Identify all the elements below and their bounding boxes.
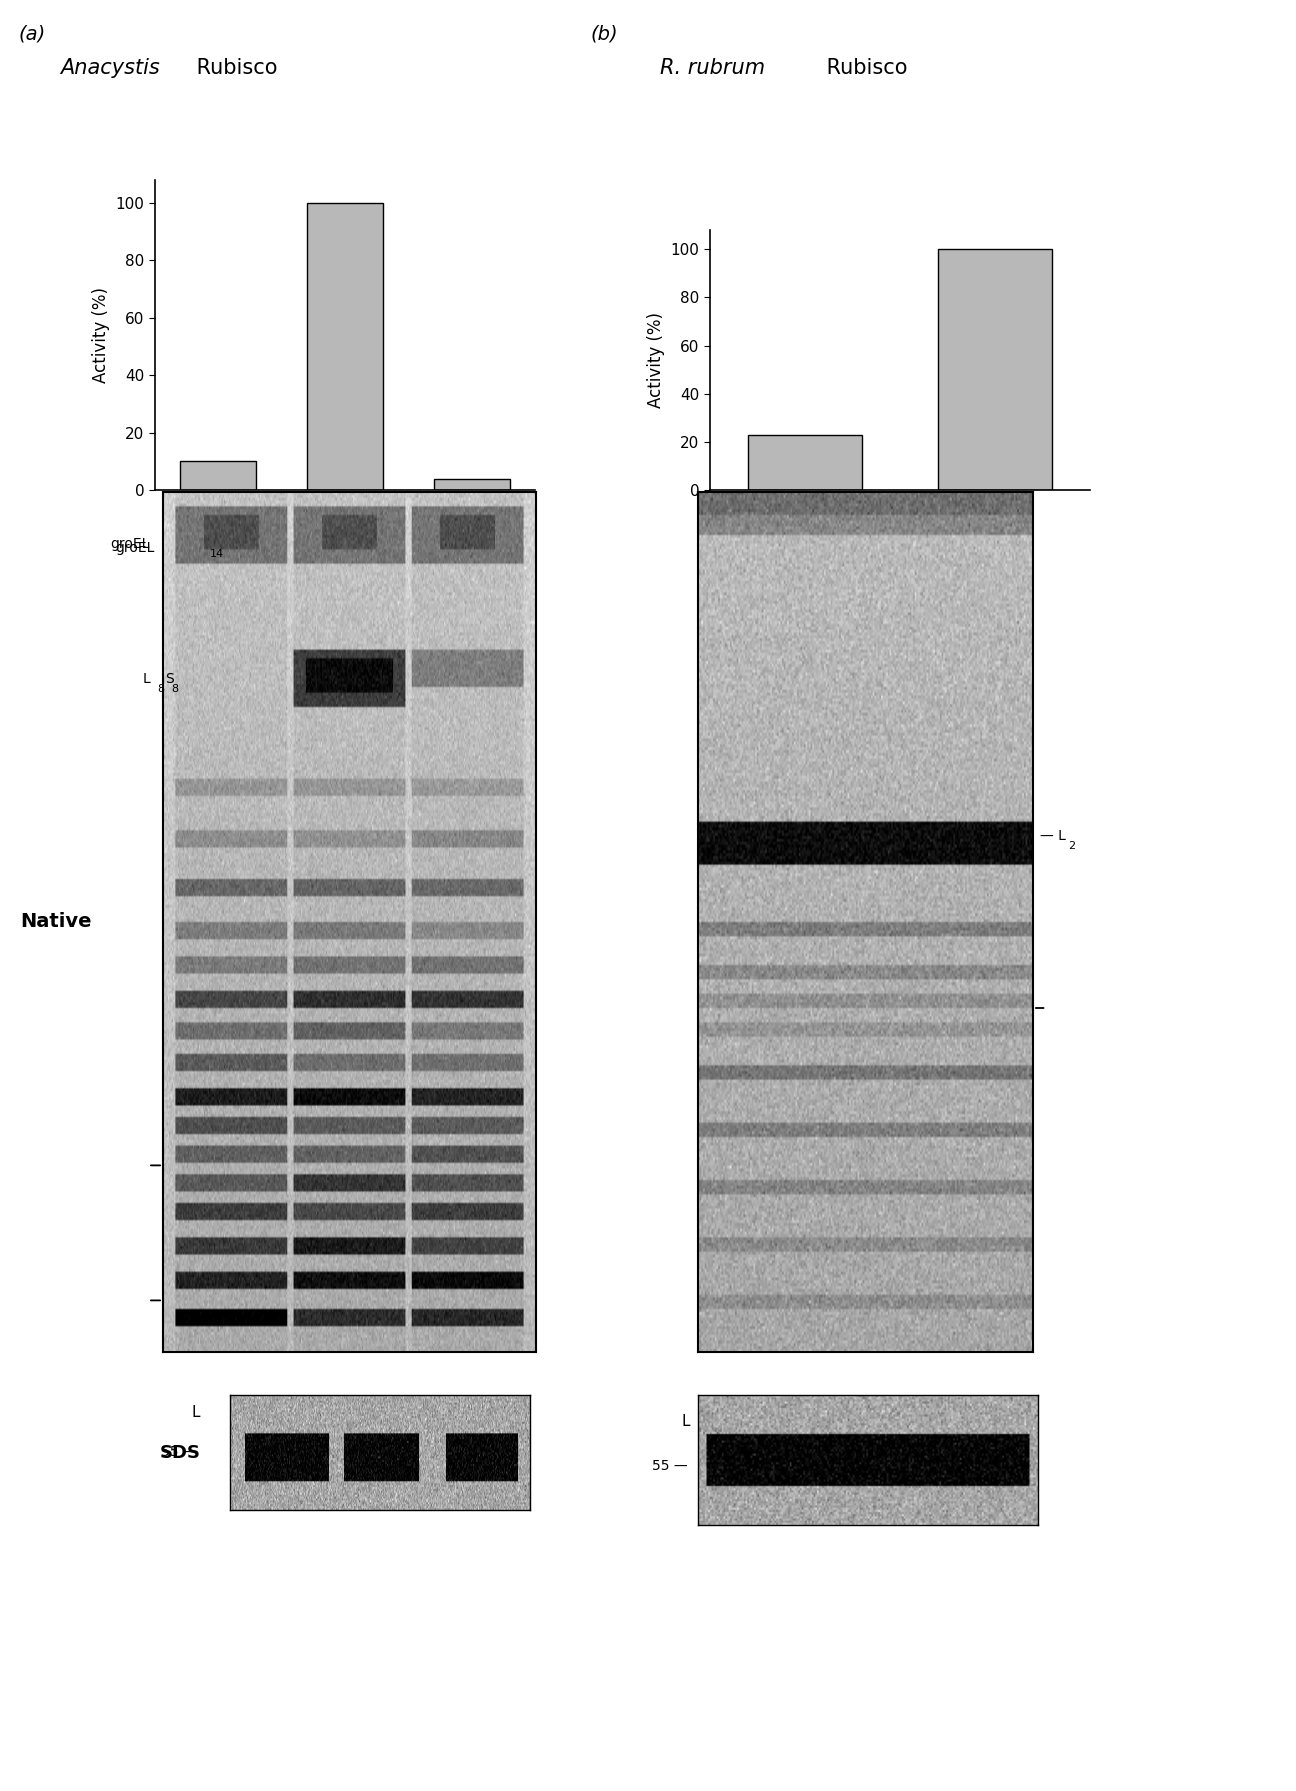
Text: R. rubrum: R. rubrum <box>660 57 765 79</box>
Text: (b): (b) <box>590 25 618 45</box>
Text: 55 —: 55 — <box>652 1460 688 1474</box>
Text: 8: 8 <box>171 684 178 693</box>
Y-axis label: Activity (%): Activity (%) <box>647 312 665 408</box>
Bar <box>748 435 862 491</box>
Bar <box>938 249 1052 491</box>
Text: 8: 8 <box>157 684 165 693</box>
Text: 14: 14 <box>210 550 224 559</box>
Bar <box>307 202 384 491</box>
Text: L: L <box>192 1404 200 1420</box>
Text: Anacystis: Anacystis <box>60 57 159 79</box>
Text: Rubisco: Rubisco <box>820 57 907 79</box>
Text: L: L <box>143 672 150 686</box>
Text: — L: — L <box>1039 829 1065 844</box>
Bar <box>434 478 509 491</box>
Y-axis label: Activity (%): Activity (%) <box>92 287 110 383</box>
Text: 55 —: 55 — <box>162 1445 197 1460</box>
Text: groEL: groEL <box>110 537 150 550</box>
Text: 2: 2 <box>1068 842 1076 851</box>
Text: SDS: SDS <box>159 1444 201 1461</box>
Text: Native: Native <box>19 912 92 931</box>
Text: Rubisco: Rubisco <box>191 57 277 79</box>
Text: groEL: groEL <box>115 541 156 555</box>
Text: L: L <box>682 1413 689 1429</box>
Text: S: S <box>165 672 174 686</box>
Bar <box>180 462 257 491</box>
Text: (a): (a) <box>18 25 45 45</box>
